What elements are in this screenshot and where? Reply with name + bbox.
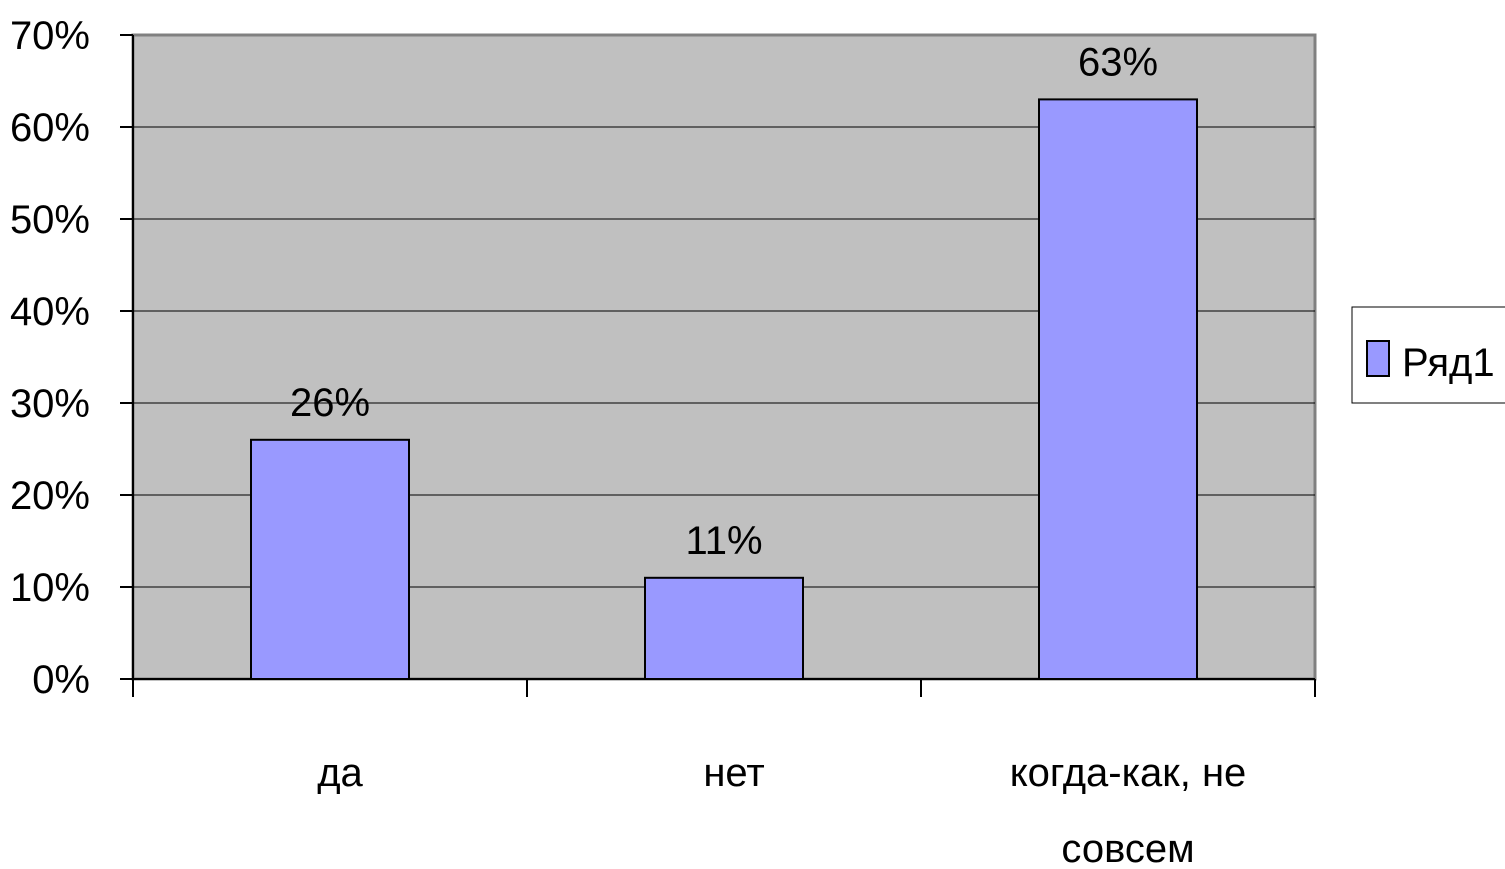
legend: Ряд1 [1351,306,1505,404]
y-tick-label: 50% [10,198,90,242]
category-label: да [317,751,363,795]
bar-series [250,98,1198,680]
y-tick-label: 60% [10,106,90,150]
y-tick-label: 20% [10,474,90,518]
data-labels: 26% 11% 63% [290,40,1158,562]
category-label: когда-как, не [1010,751,1247,795]
data-label: 26% [290,381,370,425]
axes [120,34,1316,697]
bar [1038,98,1198,680]
data-label: 63% [1078,40,1158,84]
data-label: 11% [685,519,762,563]
y-tick-label: 10% [10,566,90,610]
y-tick-label: 40% [10,290,90,334]
category-label: нет [703,751,764,795]
y-axis-tick-labels: 0% 10% 20% 30% 40% 50% 60% 70% [10,14,90,702]
y-tick-label: 70% [10,14,90,58]
y-tick-label: 30% [10,382,90,426]
bar [250,438,410,680]
y-tick-label: 0% [32,658,90,702]
bar [644,576,804,680]
category-label: совсем [1061,827,1194,869]
legend-label: Ряд1 [1402,341,1495,385]
x-axis-category-labels: да нет когда-как, не совсем [317,751,1246,869]
legend-swatch [1366,340,1390,377]
